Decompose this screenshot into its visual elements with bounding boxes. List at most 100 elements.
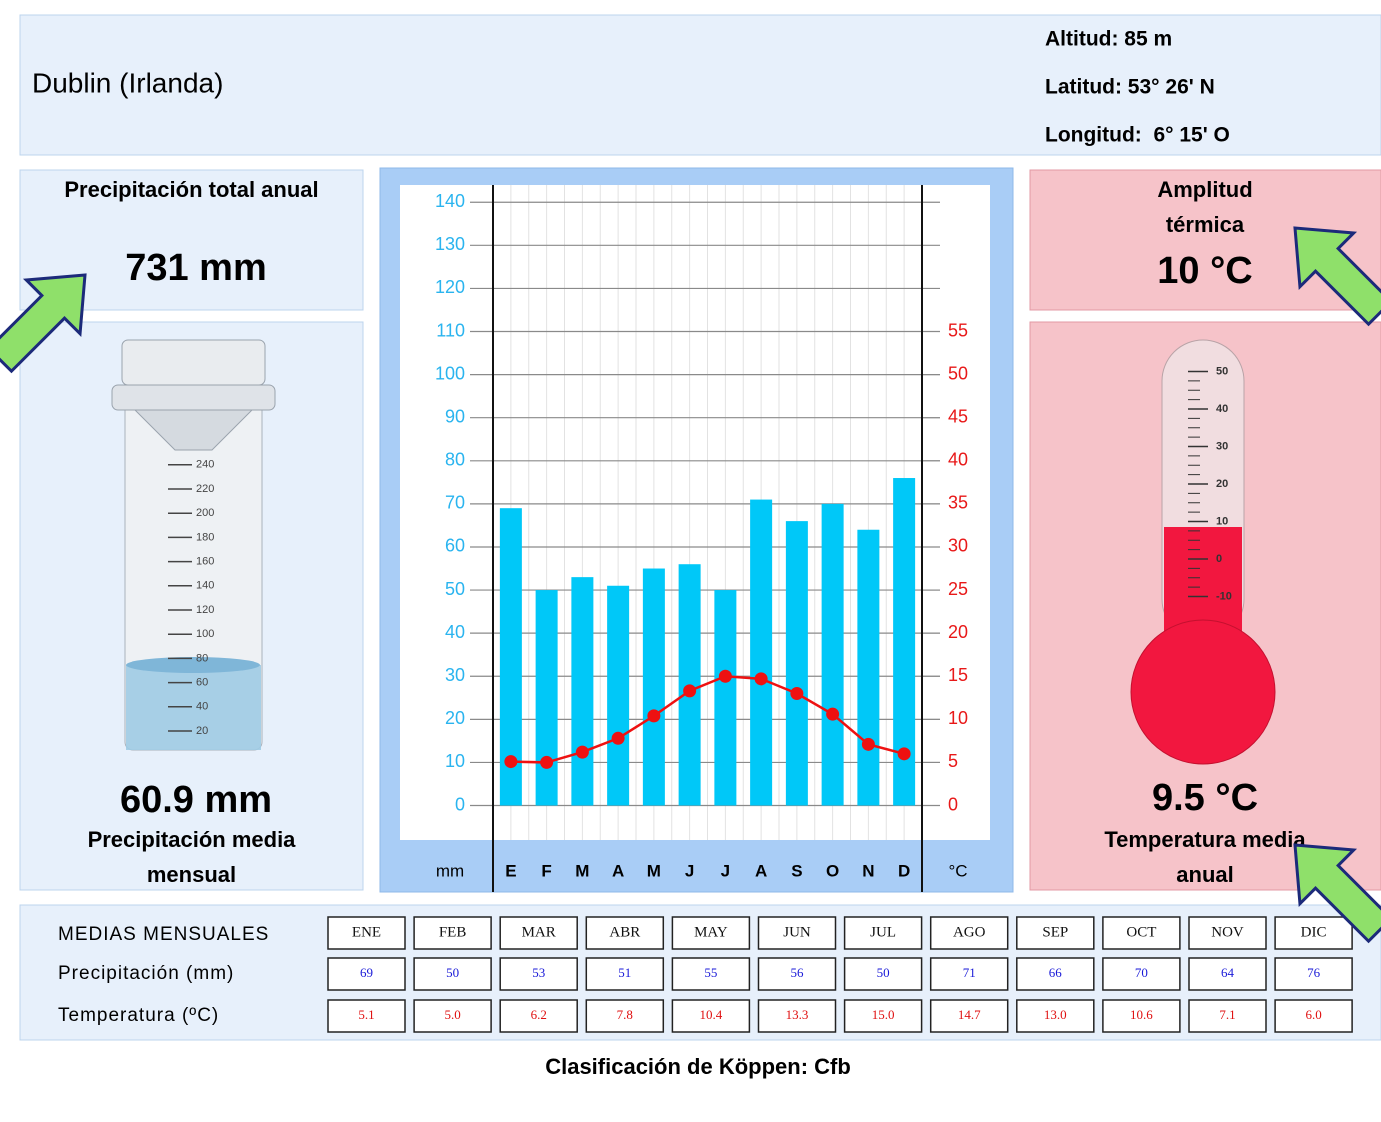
table-cell-text: 53 (532, 965, 545, 980)
gauge-tick-label: 20 (196, 725, 208, 737)
bar (571, 577, 593, 805)
gauge-tick-label: 60 (196, 677, 208, 689)
table-cell-text: OCT (1126, 924, 1156, 940)
table-cell-text: 15.0 (872, 1007, 895, 1022)
table-cell-text: JUL (870, 924, 896, 940)
latitude: Latitud: 53° 26' N (1045, 76, 1215, 99)
thermo-tick-label: 10 (1216, 515, 1228, 527)
temperature-point (755, 672, 768, 685)
table-cell-text: 70 (1135, 965, 1148, 980)
gauge-tick-label: 240 (196, 459, 214, 471)
gauge-tick-label: 120 (196, 604, 214, 616)
y-tick-label: 10 (445, 751, 465, 771)
x-tick-label: O (826, 861, 839, 880)
y-tick-label: 110 (436, 320, 465, 340)
y-tick-label: 140 (435, 191, 465, 211)
table-cell-text: 71 (963, 965, 976, 980)
monthly-value: 60.9 mm (120, 779, 272, 821)
y2-tick-label: 40 (948, 450, 968, 470)
table-cell-text: SEP (1042, 924, 1068, 940)
x-tick-label: N (862, 861, 874, 880)
gauge-cap (122, 340, 265, 385)
city-title: Dublin (Irlanda) (32, 67, 223, 98)
table-cell-text: 76 (1307, 965, 1321, 980)
y-axis-label: mm (436, 861, 464, 880)
bar (536, 590, 558, 805)
total-title: Precipitación total anual (40, 172, 343, 207)
table-cell-text: 50 (877, 965, 890, 980)
gauge-water (126, 665, 261, 750)
y2-tick-label: 30 (948, 536, 968, 556)
range-title-box: Amplitud térmica (1080, 172, 1330, 242)
gauge-tick-label: 100 (196, 628, 214, 640)
thermo-tick-label: 20 (1216, 478, 1228, 490)
gauge-tick-label: 80 (196, 652, 208, 664)
mean-title-box: Temperatura media anual (1090, 822, 1320, 892)
y-tick-label: 70 (445, 493, 465, 513)
table-cell-text: 7.8 (617, 1007, 633, 1022)
thermo-tick-label: 50 (1216, 365, 1228, 377)
mean-value: 9.5 °C (1152, 777, 1258, 819)
y2-tick-label: 10 (948, 708, 968, 728)
table-row-label: Temperatura (ºC) (58, 1005, 219, 1026)
table-cell-text: 6.0 (1305, 1007, 1321, 1022)
table-cell-text: 7.1 (1219, 1007, 1235, 1022)
table-cell-text: 5.0 (444, 1007, 460, 1022)
y2-tick-label: 5 (948, 751, 958, 771)
table-cell-text: 56 (791, 965, 805, 980)
gauge-tick-label: 40 (196, 701, 208, 713)
table-cell-text: 69 (360, 965, 373, 980)
bar (607, 586, 629, 806)
range-value: 10 °C (1157, 250, 1252, 292)
x-tick-label: S (791, 861, 802, 880)
thermo-bulb (1131, 620, 1275, 764)
temperature-point (719, 670, 732, 683)
y-tick-label: 120 (435, 277, 465, 297)
temperature-point (898, 747, 911, 760)
bar (714, 590, 736, 805)
table-title: MEDIAS MENSUALES (58, 924, 269, 945)
x-tick-label: J (685, 861, 694, 880)
x-tick-label: F (541, 861, 551, 880)
y2-tick-label: 50 (948, 363, 968, 383)
x-tick-label: A (755, 861, 767, 880)
table-cell-text: AGO (953, 924, 986, 940)
temperature-point (826, 708, 839, 721)
y2-tick-label: 0 (948, 794, 958, 814)
y2-tick-label: 55 (948, 320, 968, 340)
temperature-point (683, 684, 696, 697)
total-value: 731 mm (125, 247, 267, 289)
y-tick-label: 20 (445, 708, 465, 728)
table-cell-text: 10.6 (1130, 1007, 1153, 1022)
y2-tick-label: 45 (948, 406, 968, 426)
x-tick-label: D (898, 861, 910, 880)
range-title: Amplitud térmica (1080, 172, 1330, 242)
y2-axis-label: °C (948, 861, 967, 880)
gauge-tick-label: 140 (196, 580, 214, 592)
table-cell-text: 64 (1221, 965, 1235, 980)
y2-tick-label: 25 (948, 579, 968, 599)
table-cell-text: ABR (609, 924, 640, 940)
table-cell-text: 13.0 (1044, 1007, 1067, 1022)
temperature-point (647, 709, 660, 722)
gauge-tick-label: 220 (196, 483, 214, 495)
bar (822, 504, 844, 806)
bar (750, 500, 772, 806)
y2-tick-label: 35 (948, 493, 968, 513)
gauge-ring (112, 385, 275, 410)
temperature-point (504, 755, 517, 768)
thermo-tick-label: 30 (1216, 440, 1228, 452)
x-tick-label: J (721, 861, 730, 880)
table-cell-text: MAR (522, 924, 556, 940)
y-tick-label: 130 (435, 234, 465, 254)
y-tick-label: 0 (455, 794, 465, 814)
thermo-tick-label: 40 (1216, 403, 1228, 415)
table-cell-text: 5.1 (358, 1007, 374, 1022)
table-cell-text: DIC (1301, 924, 1327, 940)
x-tick-label: M (575, 861, 589, 880)
table-cell-text: ENE (352, 924, 381, 940)
table-cell-text: 66 (1049, 965, 1063, 980)
y-tick-label: 80 (445, 450, 465, 470)
y2-tick-label: 15 (948, 665, 968, 685)
table-cell-text: 50 (446, 965, 459, 980)
